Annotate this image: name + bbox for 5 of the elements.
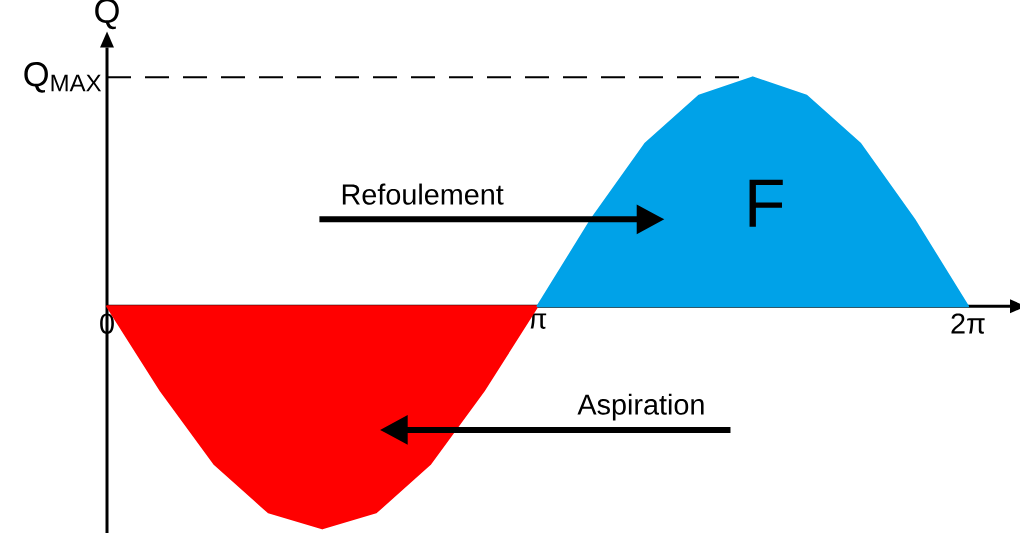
annotation: F — [749, 179, 783, 227]
text: Aspiration — [577, 393, 704, 421]
ref-line-label: Q$_{MAX}$ — [24, 62, 102, 93]
text: Refoulement — [342, 183, 504, 205]
x-tick-label: 2π — [951, 313, 985, 334]
